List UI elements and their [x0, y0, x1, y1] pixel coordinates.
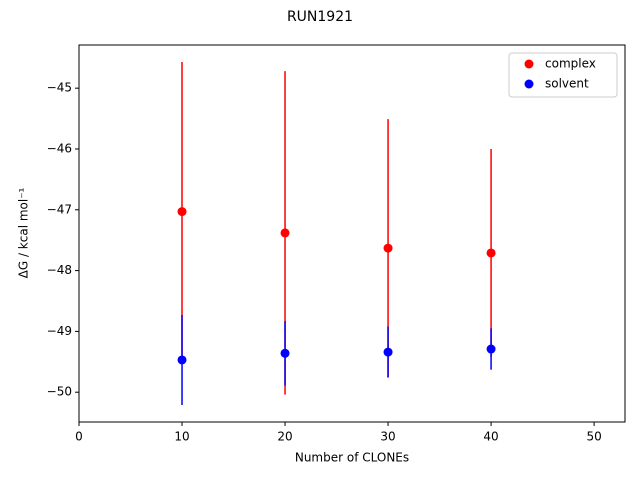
x-tick-label: 20 [277, 430, 292, 444]
point [280, 228, 290, 238]
x-tick-label: 30 [380, 430, 395, 444]
legend-marker [524, 79, 534, 89]
chart-title: RUN1921 [287, 9, 353, 25]
x-tick-label: 40 [483, 430, 498, 444]
point [383, 243, 393, 253]
y-tick-label: −50 [47, 385, 72, 399]
x-tick-label: 0 [75, 430, 83, 444]
legend-box [508, 52, 618, 98]
x-axis-label: Number of CLONEs [295, 451, 409, 465]
point [486, 248, 496, 258]
point [486, 344, 496, 354]
point [280, 348, 290, 358]
legend-label: complex [545, 57, 596, 71]
x-tick-label: 50 [586, 430, 601, 444]
y-tick-label: −47 [47, 202, 72, 216]
legend-label: solvent [545, 77, 589, 91]
legend-marker [524, 59, 534, 69]
x-tick-label: 10 [174, 430, 189, 444]
point [177, 207, 187, 217]
y-tick-label: −45 [47, 81, 72, 95]
point [383, 347, 393, 357]
plot-frame [78, 44, 626, 423]
y-tick-label: −49 [47, 324, 72, 338]
point [177, 355, 187, 365]
y-tick-label: −48 [47, 263, 72, 277]
y-tick-label: −46 [47, 141, 72, 155]
y-axis-label: ΔG / kcal mol⁻¹ [17, 187, 31, 278]
